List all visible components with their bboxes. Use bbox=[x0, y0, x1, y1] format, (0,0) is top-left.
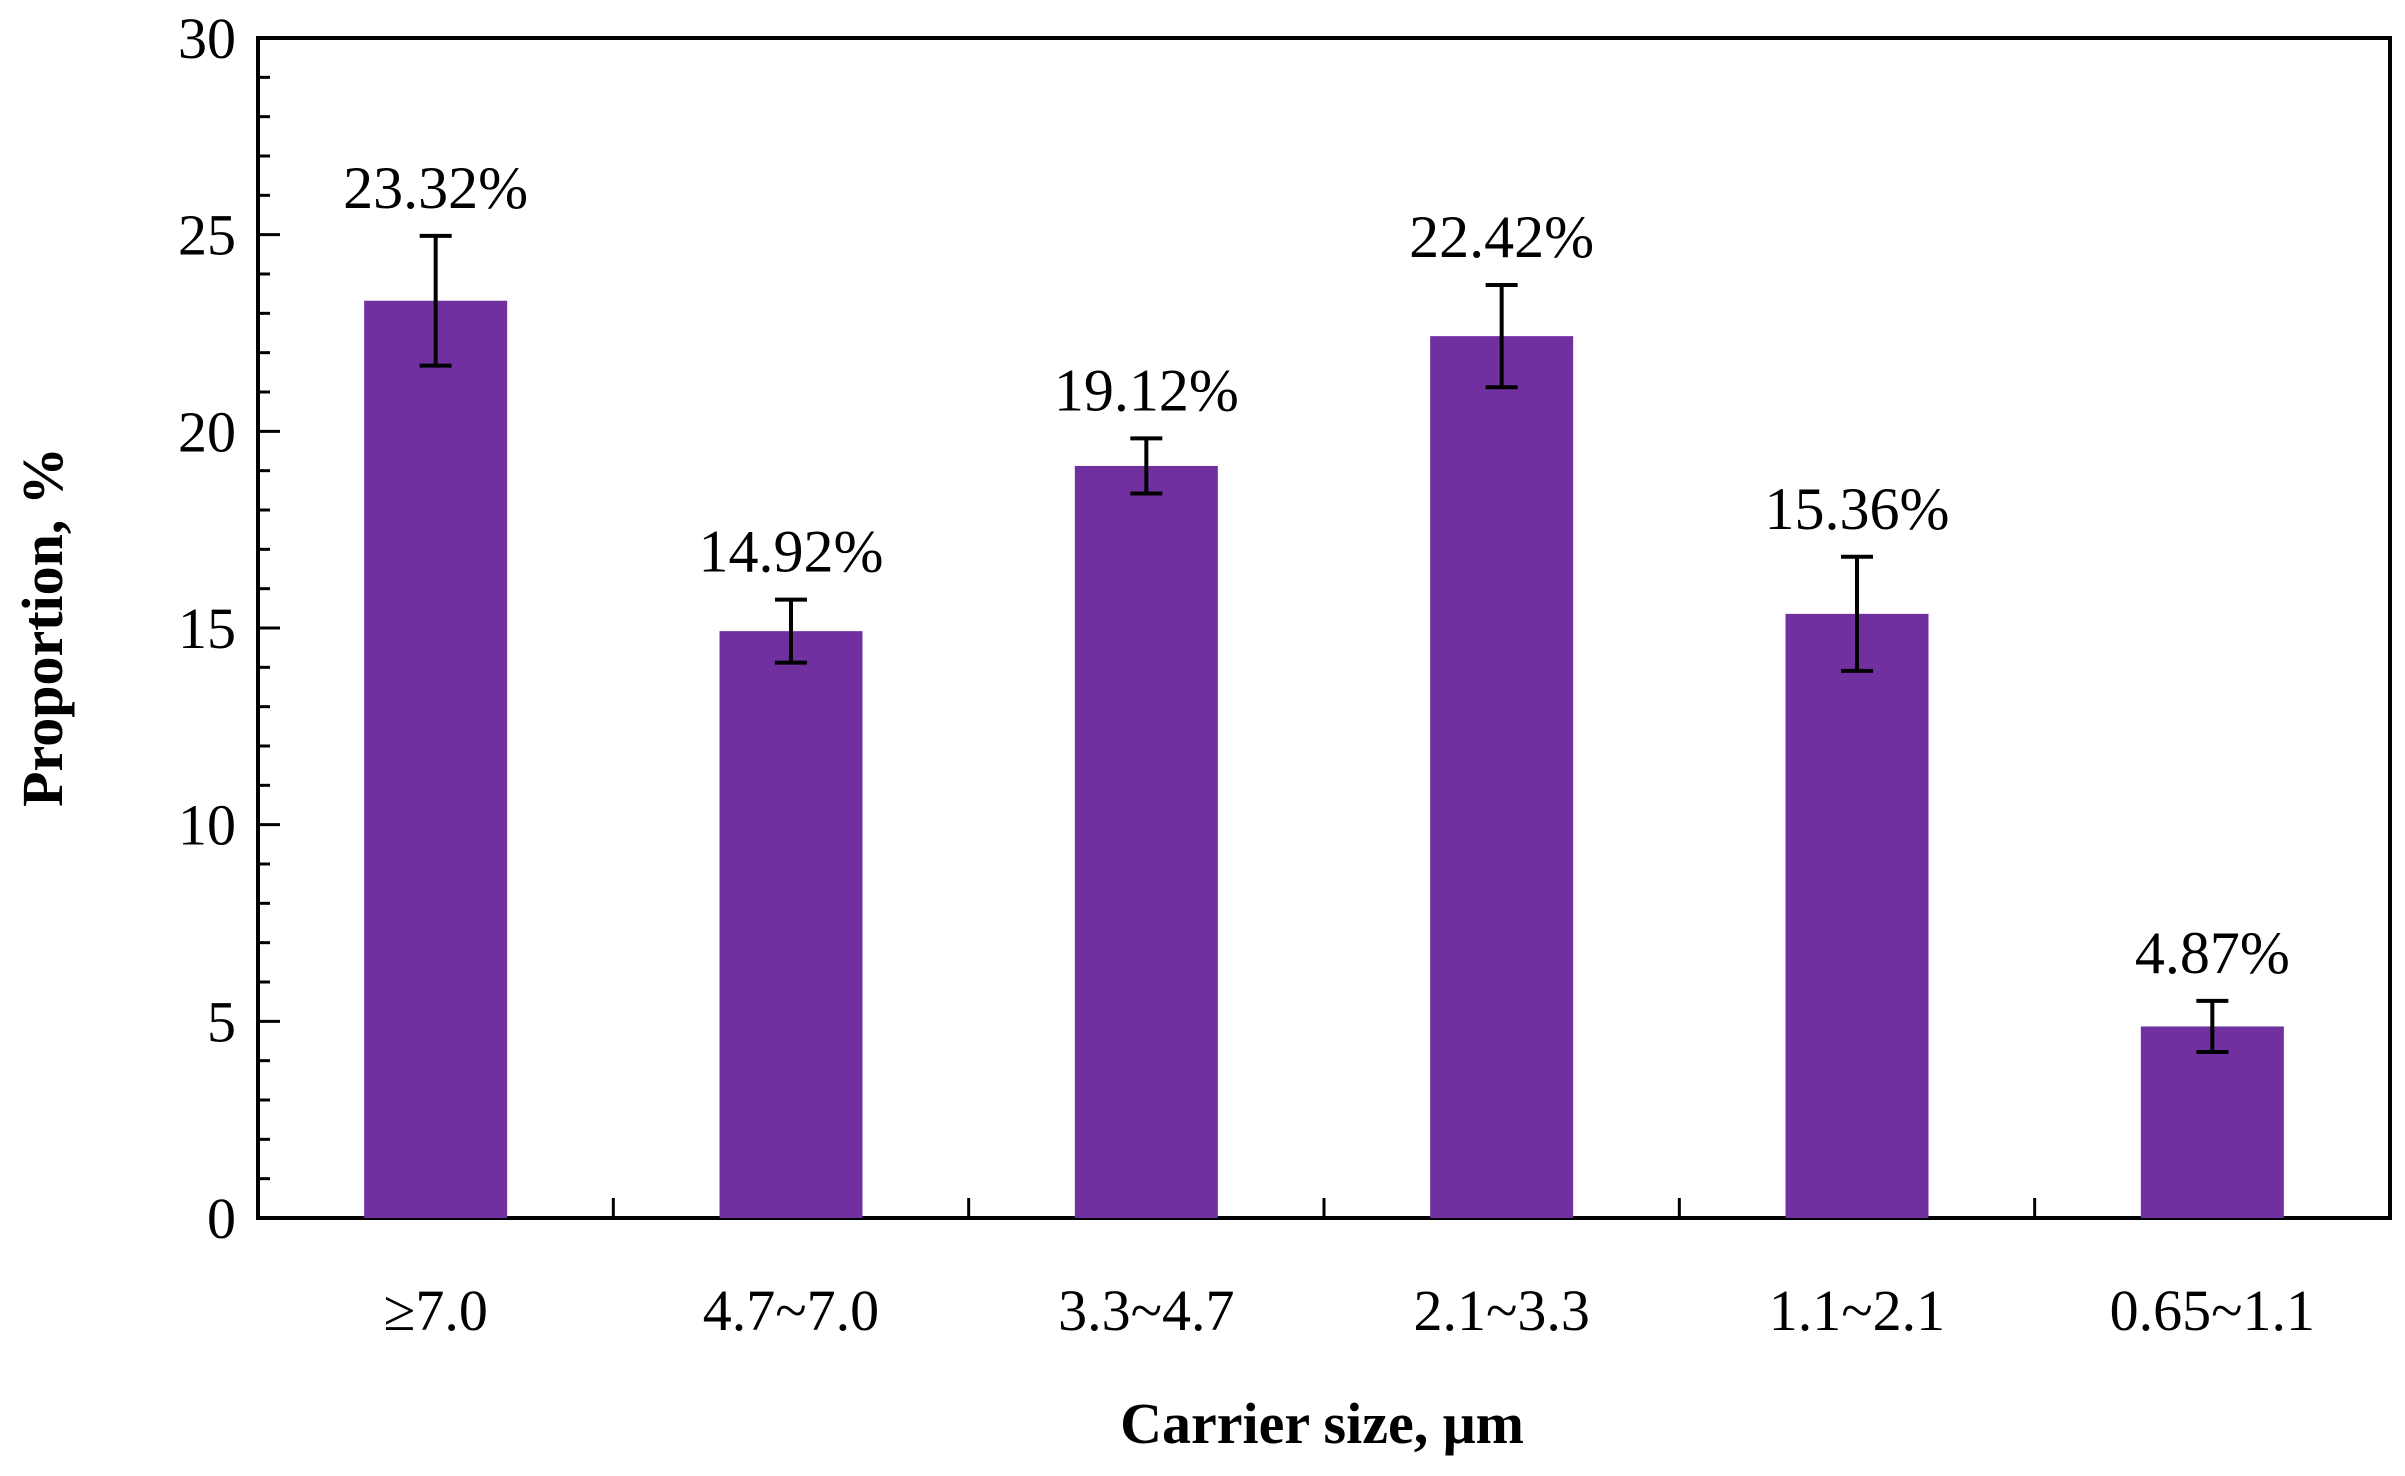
y-tick-label: 30 bbox=[178, 6, 236, 71]
x-tick-label: 3.3~4.7 bbox=[1058, 1278, 1234, 1343]
error-bar bbox=[1841, 554, 1873, 673]
error-bar bbox=[1485, 283, 1518, 390]
error-bar bbox=[2196, 998, 2229, 1055]
x-tick-label: 0.65~1.1 bbox=[2110, 1278, 2315, 1343]
y-tick-label: 5 bbox=[207, 989, 236, 1054]
bar bbox=[1430, 336, 1574, 1218]
data-label: 23.32% bbox=[343, 155, 528, 221]
x-tick-label: 2.1~3.3 bbox=[1413, 1278, 1589, 1343]
plot-border bbox=[256, 36, 2392, 1220]
data-labels: 23.32% 14.92% 19.12% 22.42% 15.36% 4.87% bbox=[343, 155, 2290, 986]
plot-frame bbox=[256, 36, 2392, 1220]
x-axis-title: Carrier size, μm bbox=[1120, 1391, 1524, 1456]
error-bar bbox=[775, 597, 807, 665]
y-tick-label: 25 bbox=[178, 203, 236, 268]
bar bbox=[1074, 465, 1218, 1218]
bar bbox=[1785, 613, 1929, 1218]
data-label: 4.87% bbox=[2135, 920, 2290, 986]
data-label: 15.36% bbox=[1765, 476, 1950, 542]
bar bbox=[719, 631, 863, 1218]
x-tick-label: 4.7~7.0 bbox=[703, 1278, 879, 1343]
error-bars bbox=[419, 233, 2229, 1055]
y-tick-label: 15 bbox=[178, 596, 236, 661]
bar-series bbox=[364, 300, 2284, 1218]
x-axis: ≥7.0 4.7~7.0 3.3~4.7 2.1~3.3 1.1~2.1 0.65~1.1 bbox=[383, 1198, 2315, 1343]
data-label: 22.42% bbox=[1409, 204, 1594, 270]
error-bar bbox=[419, 233, 452, 368]
bar bbox=[2140, 1026, 2284, 1218]
bar bbox=[364, 300, 508, 1218]
y-tick-label: 20 bbox=[178, 399, 236, 464]
data-label: 19.12% bbox=[1054, 357, 1239, 423]
y-axis-title: Proportion, % bbox=[10, 447, 75, 807]
x-tick-label: 1.1~2.1 bbox=[1769, 1278, 1945, 1343]
x-tick-label: ≥7.0 bbox=[383, 1278, 487, 1343]
y-tick-label: 10 bbox=[178, 793, 236, 858]
data-label: 14.92% bbox=[699, 519, 884, 585]
error-bar bbox=[1130, 436, 1163, 496]
y-axis: 0 5 10 15 20 25 30 bbox=[178, 6, 280, 1251]
y-tick-label: 0 bbox=[207, 1186, 236, 1251]
